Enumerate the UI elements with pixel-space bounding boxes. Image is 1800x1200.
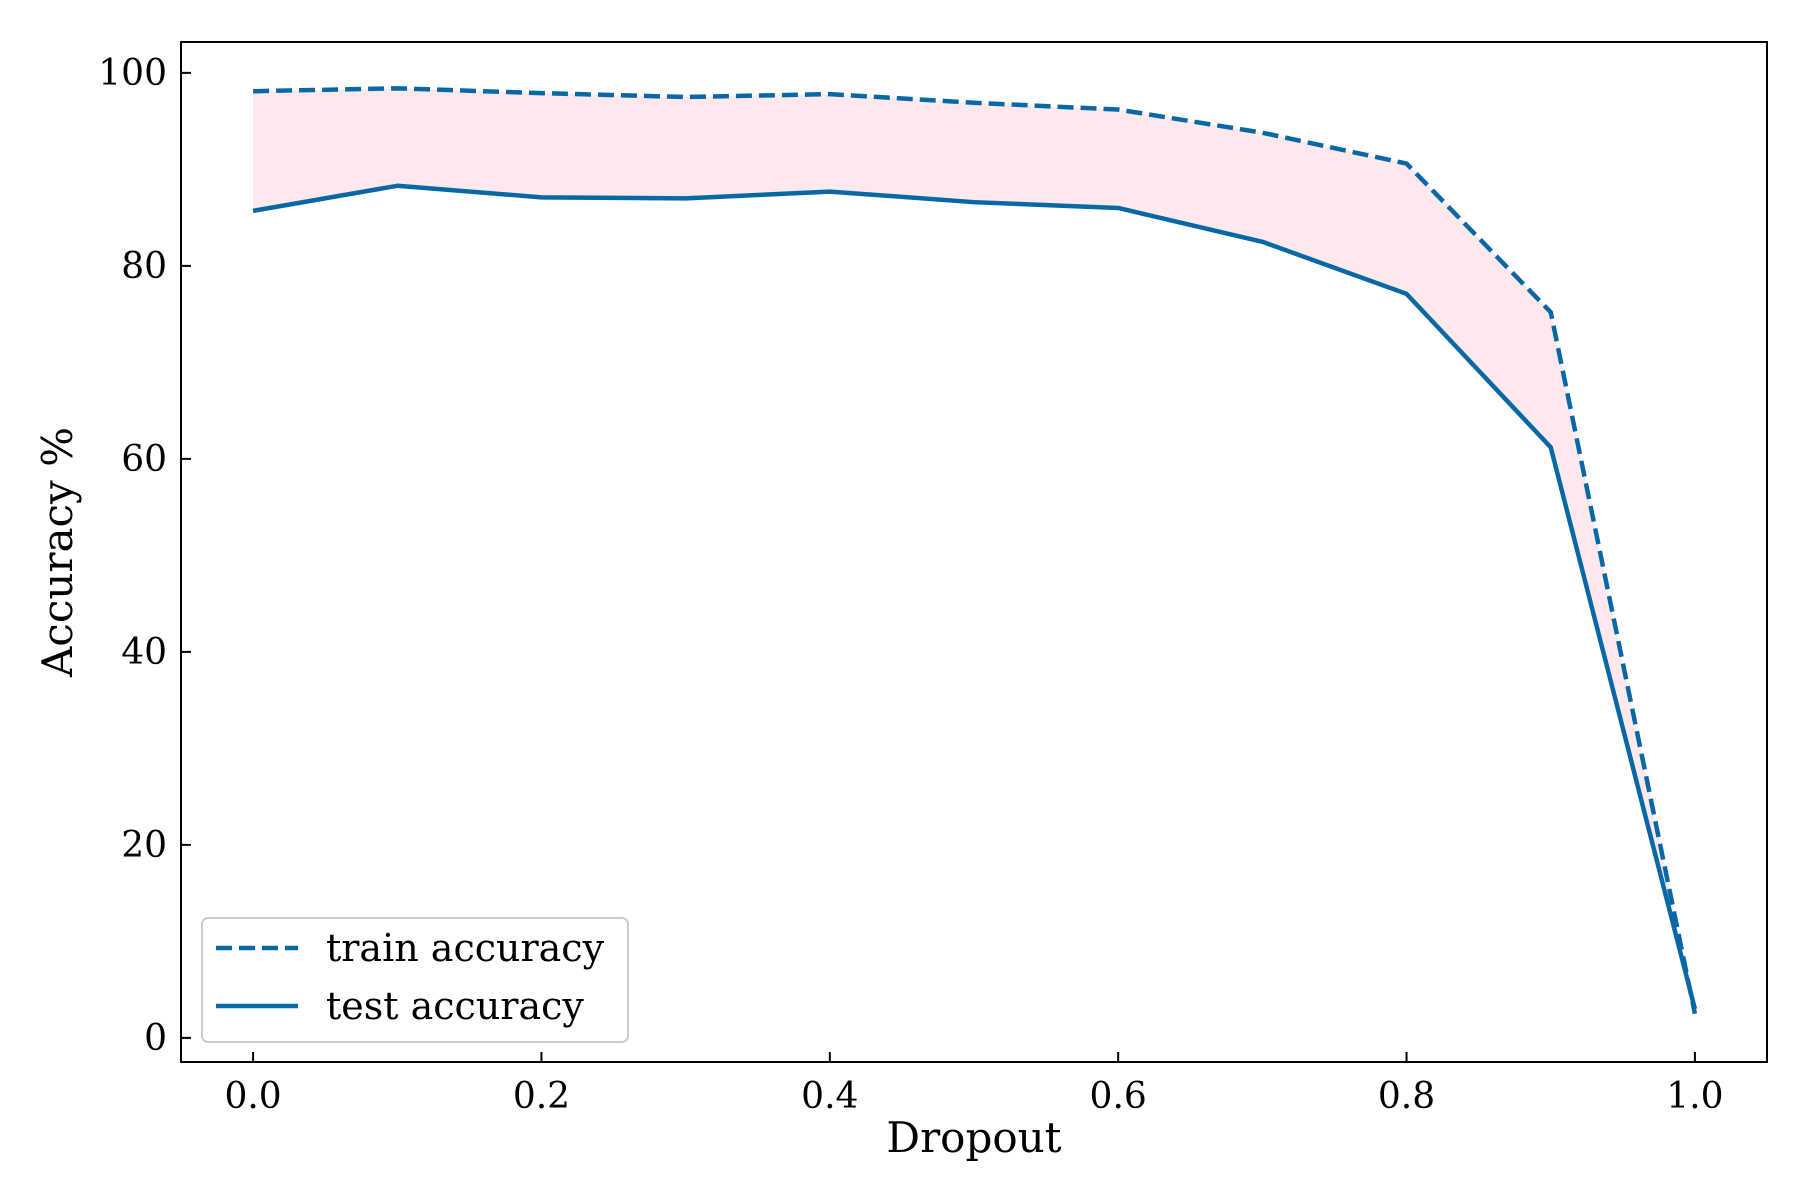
y-tick-label: 0 — [144, 1018, 167, 1059]
x-axis: 0.0 0.2 0.4 0.6 0.8 1.0 — [224, 1052, 1724, 1117]
y-tick-label: 60 — [121, 439, 167, 480]
legend-label-train-accuracy: train accuracy — [326, 926, 605, 970]
x-tick-label: 0.8 — [1378, 1076, 1435, 1117]
series-line-test-accuracy — [252, 183, 1698, 1010]
y-tick-label: 40 — [121, 632, 167, 673]
train-test-gap-fill — [253, 88, 1695, 1014]
legend: train accuracy test accuracy — [201, 917, 629, 1043]
y-axis-title: Accuracy % — [33, 427, 82, 678]
fill-layer — [253, 88, 1695, 1014]
plot-frame — [180, 41, 1768, 1063]
y-tick-label: 100 — [98, 53, 167, 94]
legend-label-test-accuracy: test accuracy — [326, 984, 584, 1028]
y-axis: 0 20 40 60 80 100 — [98, 53, 191, 1059]
legend-box — [201, 917, 629, 1043]
lines-layer — [252, 86, 1698, 1015]
x-axis-title: Dropout — [886, 1113, 1061, 1162]
series-line-train-accuracy — [253, 86, 1698, 1015]
y-tick-label: 20 — [121, 825, 167, 866]
x-tick-label: 0.6 — [1090, 1076, 1147, 1117]
x-tick-label: 1.0 — [1666, 1076, 1723, 1117]
y-tick-label: 80 — [121, 246, 167, 287]
x-tick-label: 0.4 — [801, 1076, 858, 1117]
x-tick-label: 0.0 — [224, 1076, 281, 1117]
x-tick-label: 0.2 — [513, 1076, 570, 1117]
